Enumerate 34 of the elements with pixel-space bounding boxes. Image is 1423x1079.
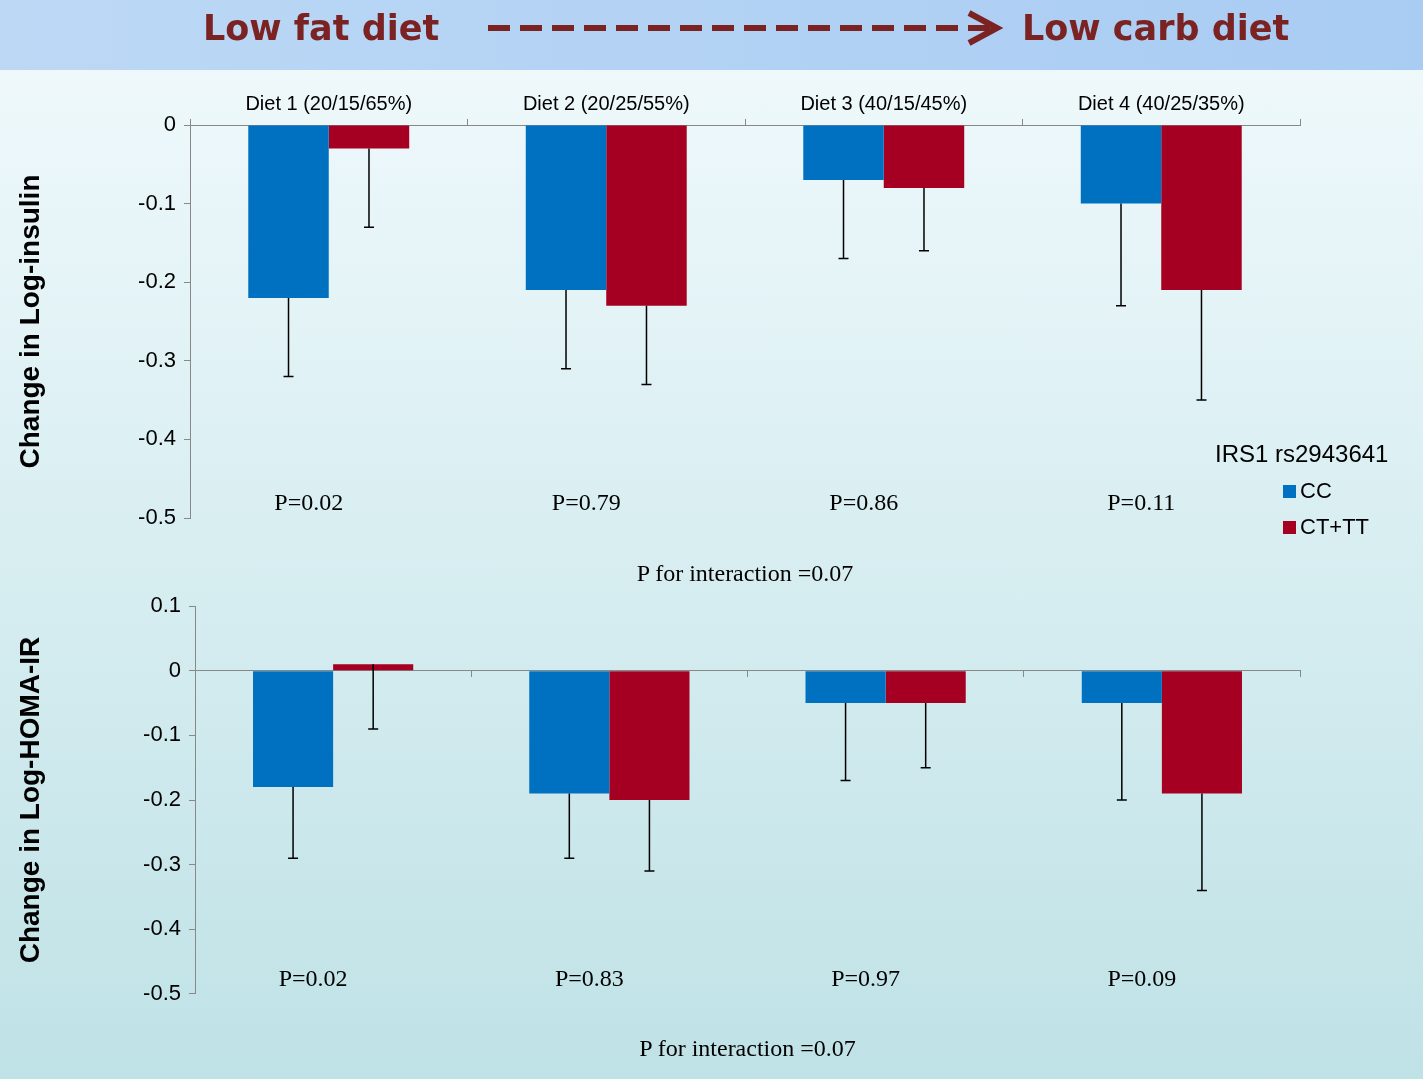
legend-label: CT+TT xyxy=(1300,514,1370,540)
text: P for interaction =0.07 xyxy=(636,560,854,587)
y-tick-label: -0.4 xyxy=(138,425,176,451)
y-tick-label: -0.2 xyxy=(143,786,181,812)
legend-title: IRS1 rs2943641 xyxy=(1215,440,1389,468)
y-tick-label: -0.4 xyxy=(143,915,181,941)
x-tick-label: Diet 2 (20/25/55%) xyxy=(522,91,690,114)
y-axis-title: Change in Log-HOMA-IR xyxy=(13,636,45,964)
y-axis-title: Change in Log-insulin xyxy=(13,174,45,469)
x-tick-label: Diet 4 (40/25/35%) xyxy=(1077,91,1245,114)
annotation: P=0.79 xyxy=(551,489,621,515)
y-tick-label: -0.3 xyxy=(143,850,181,876)
y-tick-label: -0.3 xyxy=(138,346,176,372)
y-tick-label: -0.1 xyxy=(143,721,181,747)
x-tick-label: Diet 1 (20/15/65%) xyxy=(245,91,413,114)
legend-label: CC xyxy=(1300,478,1332,504)
annotation: P=0.86 xyxy=(829,489,899,515)
chart-title: Low fat diet xyxy=(203,8,440,48)
y-tick-label: -0.2 xyxy=(138,268,176,294)
y-tick-label: -0.5 xyxy=(143,979,181,1005)
y-tick-label: 0 xyxy=(163,111,176,137)
x-tick-label: Diet 3 (40/15/45%) xyxy=(800,91,968,114)
annotation: P=0.11 xyxy=(1107,489,1176,515)
annotation: P=0.02 xyxy=(278,964,348,991)
annotation: P=0.97 xyxy=(831,964,901,991)
y-tick-label: -0.1 xyxy=(138,189,176,215)
y-tick-label: -0.5 xyxy=(138,504,176,530)
chart-subtitle: Low carb diet xyxy=(1022,8,1290,48)
y-tick-label: 0.1 xyxy=(150,592,181,618)
annotation: P=0.02 xyxy=(274,489,344,515)
annotation: P=0.83 xyxy=(554,964,624,991)
y-tick-label: 0 xyxy=(168,656,181,682)
text: P for interaction =0.07 xyxy=(639,1035,856,1062)
annotation: P=0.09 xyxy=(1107,964,1177,991)
